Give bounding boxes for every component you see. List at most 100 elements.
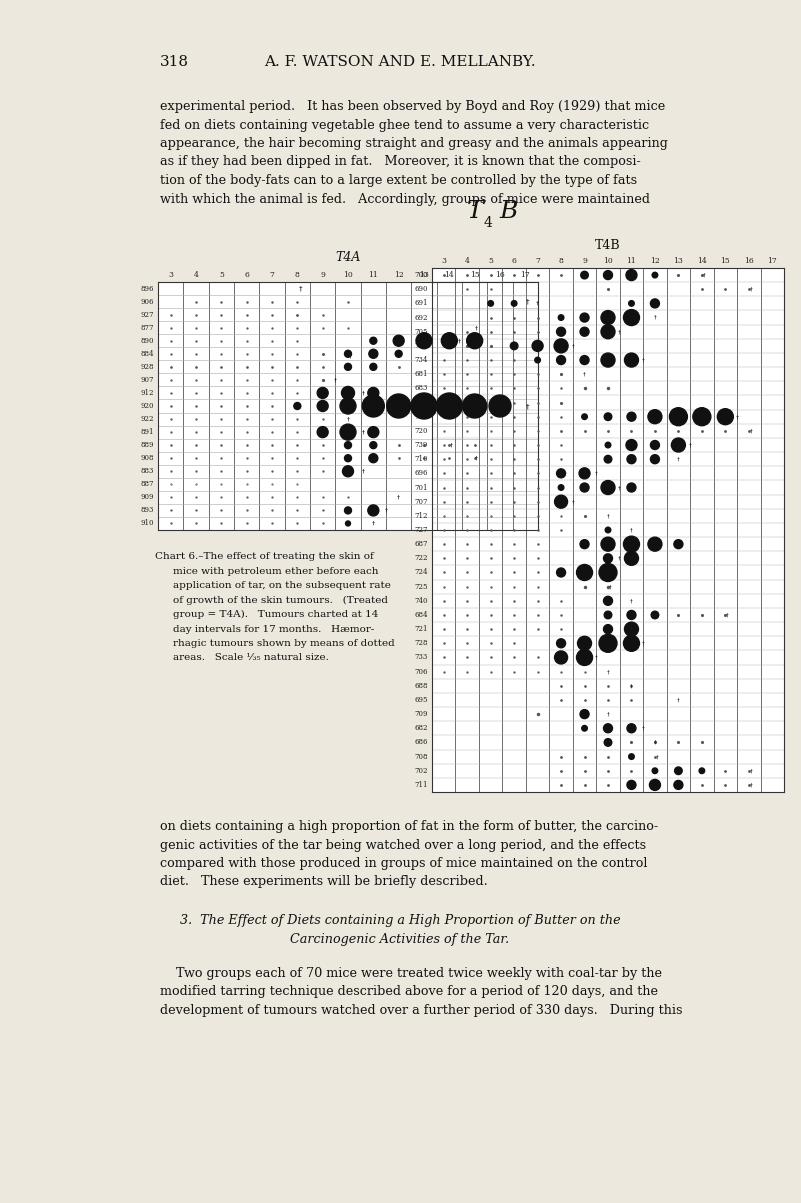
Text: †: † bbox=[347, 416, 349, 421]
Text: †: † bbox=[536, 301, 539, 306]
Text: 684: 684 bbox=[414, 611, 428, 620]
Circle shape bbox=[511, 301, 517, 307]
Circle shape bbox=[603, 724, 613, 733]
Circle shape bbox=[627, 781, 636, 789]
Circle shape bbox=[623, 537, 639, 552]
Text: 4: 4 bbox=[194, 271, 199, 279]
Text: 12: 12 bbox=[394, 271, 404, 279]
Text: 17: 17 bbox=[767, 257, 777, 265]
Circle shape bbox=[489, 395, 511, 417]
Text: †: † bbox=[361, 469, 364, 474]
Text: †: † bbox=[450, 443, 453, 448]
Text: 16: 16 bbox=[744, 257, 754, 265]
Circle shape bbox=[557, 568, 566, 577]
Text: 10: 10 bbox=[603, 257, 613, 265]
Text: 686: 686 bbox=[414, 739, 428, 746]
Text: 692: 692 bbox=[414, 314, 428, 321]
Circle shape bbox=[650, 440, 659, 450]
Circle shape bbox=[604, 456, 612, 463]
Circle shape bbox=[601, 480, 615, 494]
Circle shape bbox=[580, 356, 589, 365]
Circle shape bbox=[601, 310, 615, 325]
Circle shape bbox=[554, 339, 568, 352]
Bar bbox=[158, 282, 538, 531]
Text: 927: 927 bbox=[140, 310, 154, 319]
Circle shape bbox=[582, 725, 587, 731]
Text: experimental period.   It has been observed by Boyd and Roy (1929) that mice: experimental period. It has been observe… bbox=[160, 100, 666, 113]
Circle shape bbox=[580, 327, 589, 336]
Text: †: † bbox=[630, 527, 633, 533]
Circle shape bbox=[601, 325, 615, 339]
Circle shape bbox=[557, 639, 566, 647]
Text: 14: 14 bbox=[445, 271, 454, 279]
Text: †: † bbox=[606, 712, 610, 717]
Circle shape bbox=[344, 506, 352, 514]
Text: diet.   These experiments will be briefly described.: diet. These experiments will be briefly … bbox=[160, 876, 488, 889]
Circle shape bbox=[368, 505, 379, 516]
Text: appearance, the hair becoming straight and greasy and the animals appearing: appearance, the hair becoming straight a… bbox=[160, 137, 668, 150]
Text: T4B: T4B bbox=[595, 239, 621, 251]
Text: 713: 713 bbox=[415, 413, 428, 421]
Circle shape bbox=[648, 538, 662, 551]
Circle shape bbox=[601, 352, 615, 367]
Circle shape bbox=[578, 636, 591, 651]
Circle shape bbox=[604, 413, 612, 421]
Text: 712: 712 bbox=[414, 511, 428, 520]
Text: 695: 695 bbox=[414, 697, 428, 704]
Text: 739: 739 bbox=[415, 442, 428, 449]
Text: †: † bbox=[571, 343, 574, 349]
Circle shape bbox=[627, 610, 636, 620]
Circle shape bbox=[362, 395, 384, 417]
Text: 9: 9 bbox=[582, 257, 587, 265]
Circle shape bbox=[554, 651, 568, 664]
Text: 734: 734 bbox=[415, 356, 428, 365]
Circle shape bbox=[623, 635, 639, 651]
Text: 696: 696 bbox=[414, 469, 428, 478]
Text: †: † bbox=[750, 769, 752, 774]
Circle shape bbox=[344, 455, 352, 462]
Circle shape bbox=[411, 393, 437, 419]
Circle shape bbox=[625, 352, 638, 367]
Text: †: † bbox=[630, 598, 633, 604]
Text: 707: 707 bbox=[414, 498, 428, 505]
Text: on diets containing a high proportion of fat in the form of butter, the carcino-: on diets containing a high proportion of… bbox=[160, 820, 658, 832]
Text: 17: 17 bbox=[521, 271, 530, 279]
Text: 14: 14 bbox=[697, 257, 706, 265]
Text: 706: 706 bbox=[414, 668, 428, 676]
Text: as if they had been dipped in fat.   Moreover, it is known that the composi-: as if they had been dipped in fat. Moreo… bbox=[160, 155, 641, 168]
Circle shape bbox=[627, 484, 636, 492]
Text: 3.  The Effect of Diets containing a High Proportion of Butter on the: 3. The Effect of Diets containing a High… bbox=[179, 914, 620, 928]
Text: 5: 5 bbox=[219, 271, 223, 279]
Circle shape bbox=[626, 269, 637, 280]
Circle shape bbox=[674, 781, 683, 789]
Text: 7: 7 bbox=[535, 257, 540, 265]
Circle shape bbox=[629, 754, 634, 759]
Text: 7: 7 bbox=[270, 271, 275, 279]
Text: 710: 710 bbox=[414, 455, 428, 463]
Text: 688: 688 bbox=[414, 682, 428, 689]
Text: 13: 13 bbox=[419, 271, 429, 279]
Circle shape bbox=[558, 315, 564, 320]
Text: Carcinogenic Activities of the Tar.: Carcinogenic Activities of the Tar. bbox=[291, 932, 509, 946]
Text: 15: 15 bbox=[470, 271, 480, 279]
Circle shape bbox=[579, 468, 590, 479]
Text: †: † bbox=[525, 298, 529, 304]
Text: †: † bbox=[642, 641, 645, 646]
Text: 883: 883 bbox=[141, 467, 154, 475]
Text: 701: 701 bbox=[414, 484, 428, 492]
Circle shape bbox=[699, 768, 705, 774]
Text: 705: 705 bbox=[414, 327, 428, 336]
Text: †: † bbox=[334, 378, 337, 383]
Circle shape bbox=[599, 634, 617, 652]
Text: A. F. WATSON AND E. MELLANBY.: A. F. WATSON AND E. MELLANBY. bbox=[264, 55, 536, 69]
Text: 721: 721 bbox=[414, 626, 428, 633]
Text: †: † bbox=[606, 669, 610, 674]
Circle shape bbox=[577, 650, 593, 665]
Text: 906: 906 bbox=[140, 297, 154, 306]
Text: 908: 908 bbox=[140, 455, 154, 462]
Circle shape bbox=[651, 611, 658, 618]
Text: 928: 928 bbox=[140, 363, 154, 371]
Circle shape bbox=[625, 622, 638, 636]
Text: †: † bbox=[397, 494, 400, 500]
Text: †: † bbox=[571, 499, 574, 504]
